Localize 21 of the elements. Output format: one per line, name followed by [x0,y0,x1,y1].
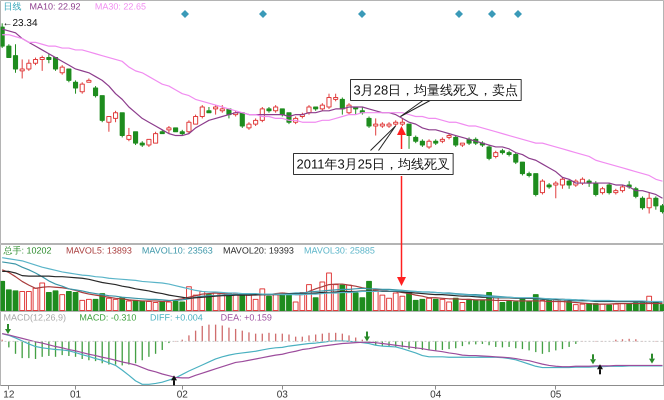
text: MAVOL5: 13893 [66,246,132,256]
x-tick-label: 03 [276,390,288,400]
text: MAVOL10: 23563 [142,246,213,256]
text: 总手: 10202 [2,246,52,256]
chart-title: MACD(12,26,9) [4,312,66,322]
text: MAVOL20: 19393 [222,246,294,256]
x-tick-label: 01 [70,390,82,400]
x-tick-label: 05 [550,390,562,400]
x-tick-label: 02 [176,390,188,400]
x-tick-label: 12 [3,390,15,400]
text: DIFF: +0.004 [150,312,203,322]
text: MAVOL30: 25885 [304,246,375,256]
text: MA30: 22.65 [94,2,146,12]
text: MA10: 22.92 [30,2,81,12]
chart-title: 日线 [4,2,22,12]
text: MACD: -0.310 [79,312,136,322]
x-tick-label: 04 [430,390,442,400]
annotation: 3月28日，均量线死叉，卖点 [354,82,518,98]
annotation: 2011年3月25日，均线死叉 [296,156,450,172]
annotation: ←23.34 [2,18,38,29]
text: DEA: +0.159 [220,312,272,322]
